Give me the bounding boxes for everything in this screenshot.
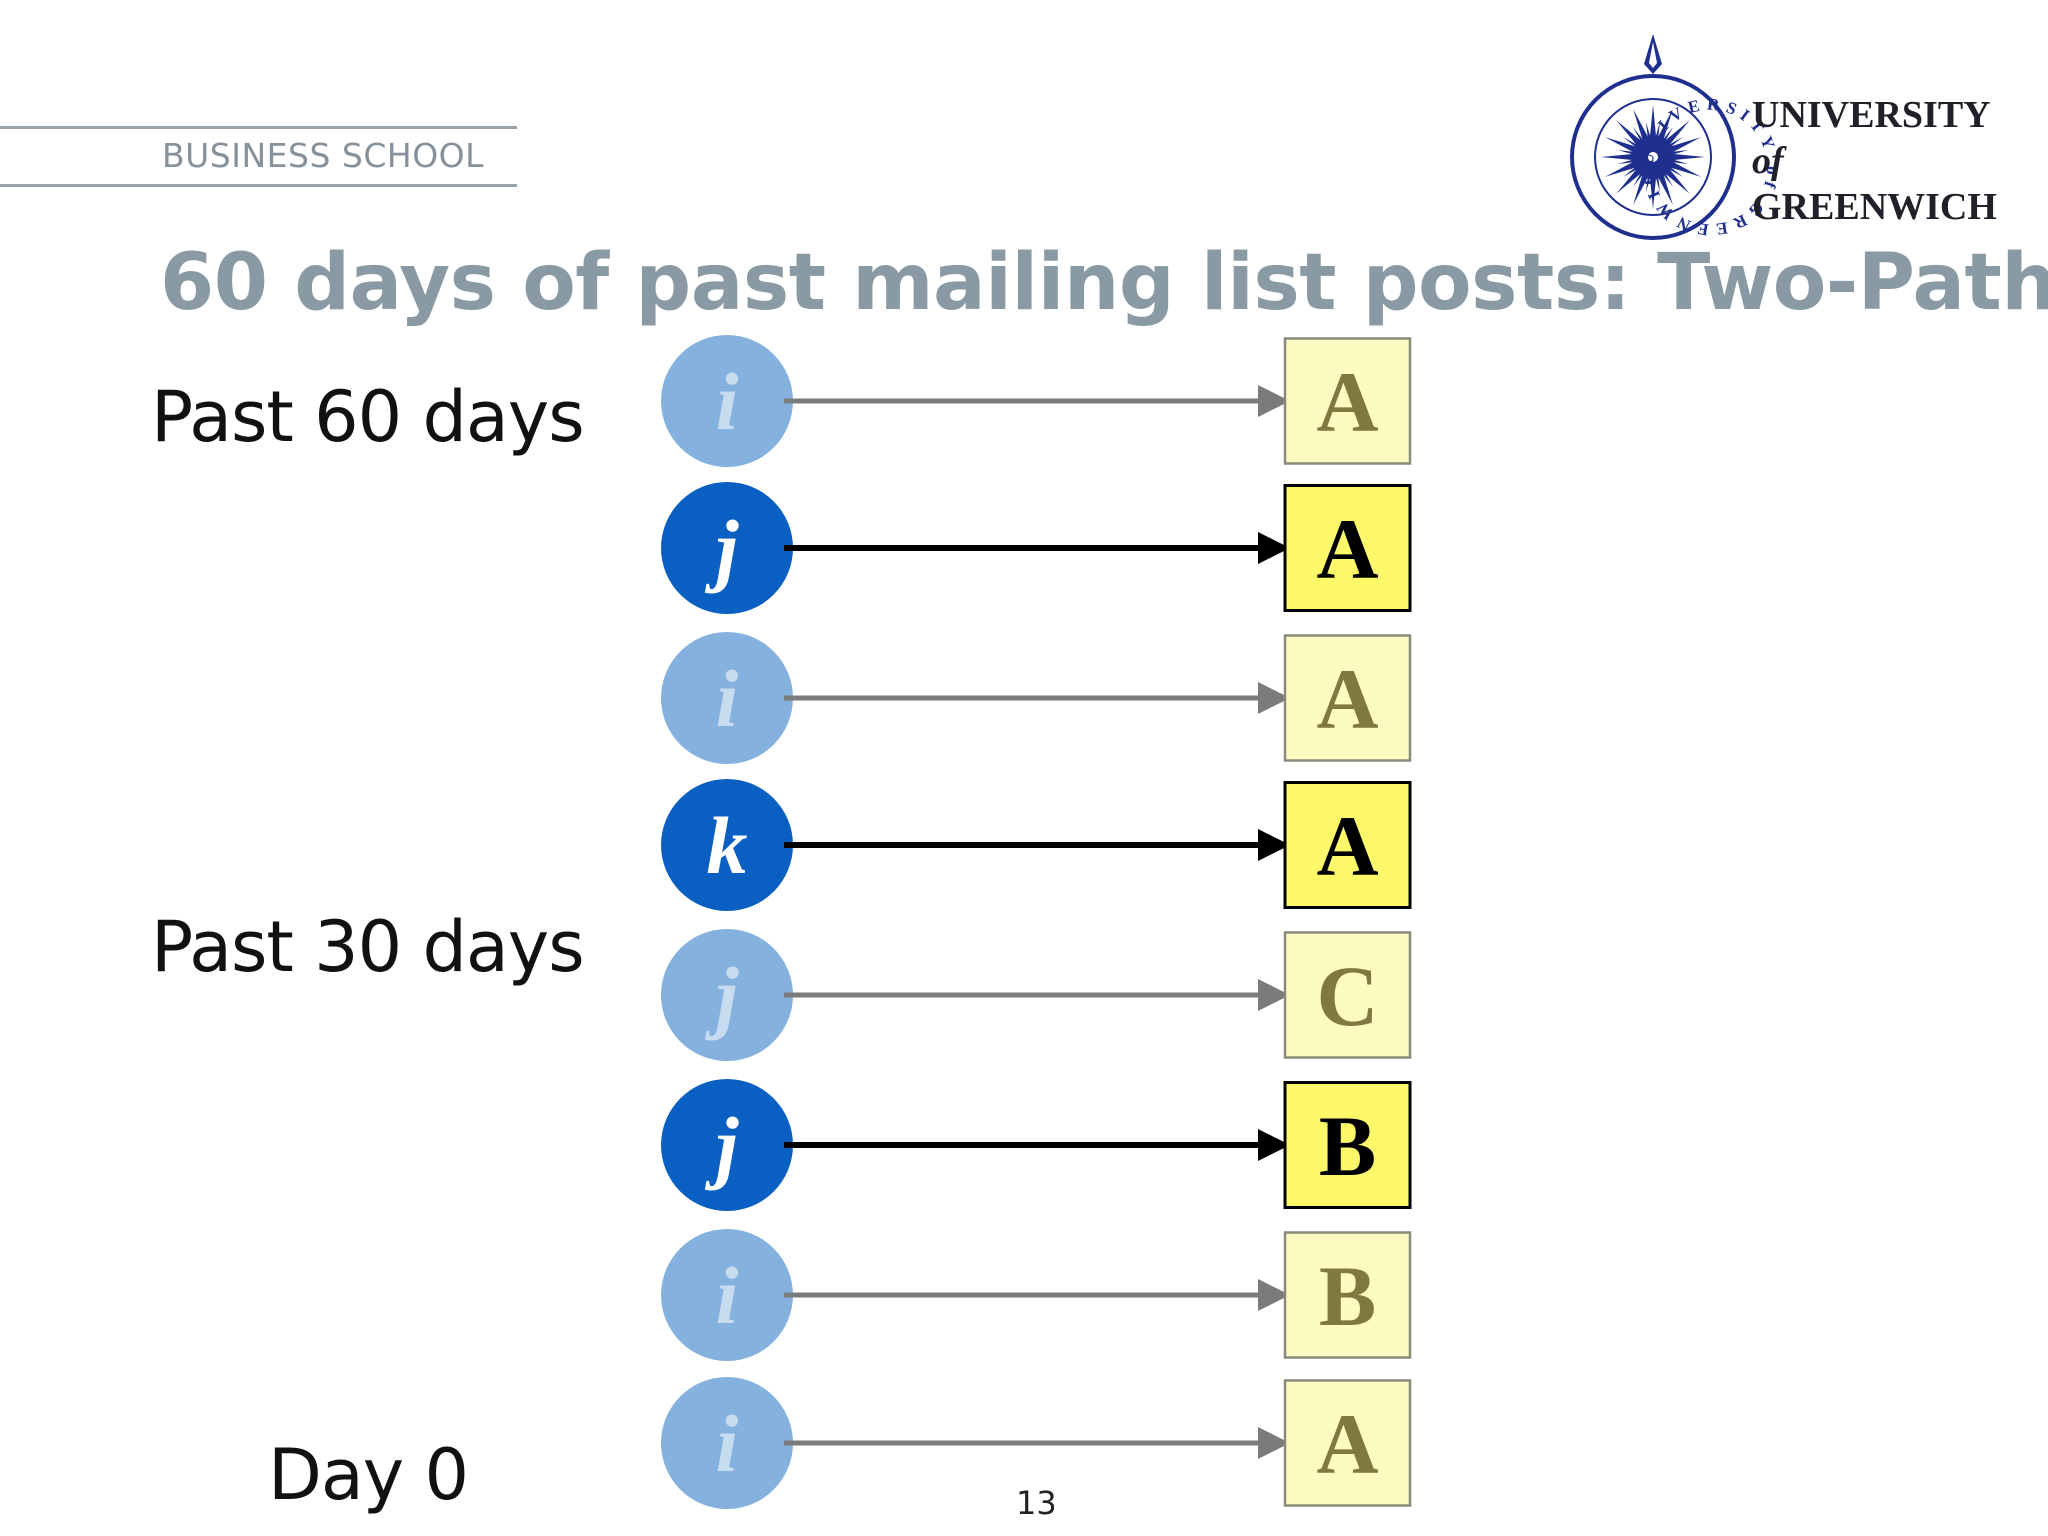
node-label: i: [716, 356, 739, 447]
node-label: i: [716, 1398, 739, 1489]
arrow-head: [1258, 1427, 1290, 1459]
target-box: [1283, 1231, 1412, 1359]
target-box: [1283, 1379, 1412, 1507]
university-logo: UNIVERSITY of GREENWICH: [1560, 34, 1776, 240]
university-wordmark: UNIVERSITY of GREENWICH: [1752, 92, 1997, 230]
wordmark-greenwich: GREENWICH: [1752, 186, 1997, 228]
target-label: C: [1316, 948, 1378, 1044]
arrow-head: [1258, 829, 1290, 861]
header-rule-bottom: [0, 184, 517, 187]
target-box: [1283, 1081, 1412, 1209]
node-circle: [661, 1229, 793, 1361]
target-label: A: [1316, 501, 1378, 597]
node-circle: [661, 632, 793, 764]
slide-title: 60 days of past mailing list posts: Two-…: [160, 238, 2048, 328]
target-box: [1283, 781, 1412, 909]
timeline-label-day-0: Day 0: [268, 1434, 469, 1516]
target-box: [1283, 484, 1412, 612]
business-school-label: BUSINESS SCHOOL: [162, 136, 485, 175]
node-label: i: [716, 1250, 739, 1341]
arrow-head: [1258, 1279, 1290, 1311]
node-label: k: [707, 800, 748, 891]
node-circle: [661, 335, 793, 467]
node-circle: [661, 929, 793, 1061]
wordmark-of: of: [1752, 140, 1784, 182]
arrow-head: [1258, 385, 1290, 417]
node-circle: [661, 1377, 793, 1509]
target-box: [1283, 931, 1412, 1059]
arrow-head: [1258, 682, 1290, 714]
timeline-label-past-30: Past 30 days: [151, 906, 585, 988]
node-circle: [661, 482, 793, 614]
target-label: A: [1316, 651, 1378, 747]
target-box: [1283, 634, 1412, 762]
target-label: B: [1319, 1098, 1376, 1194]
target-label: A: [1316, 798, 1378, 894]
header-rule-top: [0, 126, 517, 129]
node-label: i: [716, 653, 739, 744]
target-label: A: [1316, 354, 1378, 450]
wordmark-university: UNIVERSITY: [1752, 94, 1991, 136]
timeline-label-past-60: Past 60 days: [151, 376, 585, 458]
target-label: A: [1316, 1396, 1378, 1492]
arrow-head: [1258, 532, 1290, 564]
arrow-head: [1258, 979, 1290, 1011]
arrow-head: [1258, 1129, 1290, 1161]
node-circle: [661, 1079, 793, 1211]
target-box: [1283, 337, 1412, 465]
target-label: B: [1319, 1248, 1376, 1344]
node-circle: [661, 779, 793, 911]
page-number: 13: [1016, 1484, 1057, 1522]
